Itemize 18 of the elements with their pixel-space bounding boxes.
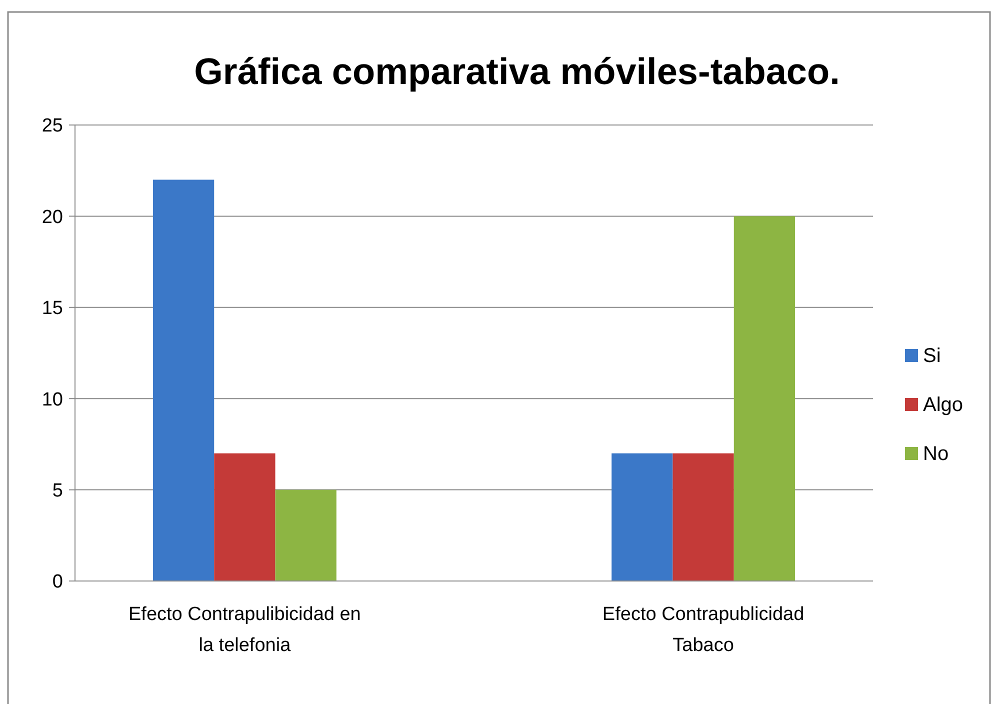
chart-title: Gráfica comparativa móviles-tabaco. — [194, 51, 840, 92]
bar — [152, 180, 214, 581]
legend-label: Si — [923, 345, 941, 367]
legend-label: Algo — [923, 394, 964, 416]
x-tick-label: Efecto Contrapulibicidad en la telefonia — [128, 604, 361, 656]
bar — [672, 453, 734, 581]
y-tick-label: 15 — [42, 298, 63, 320]
bar — [612, 453, 673, 581]
y-tick-label: 25 — [42, 116, 63, 137]
y-tick-label: 20 — [42, 206, 63, 228]
x-tick-label: Efecto Contrapublicidad Tabaco — [602, 604, 804, 656]
y-tick-label: 5 — [52, 480, 63, 502]
bar — [275, 490, 336, 581]
y-tick-label: 10 — [42, 389, 63, 410]
bar — [734, 216, 796, 581]
y-tick-label: 0 — [52, 572, 63, 593]
bar — [214, 453, 276, 581]
legend-label: No — [923, 443, 949, 465]
